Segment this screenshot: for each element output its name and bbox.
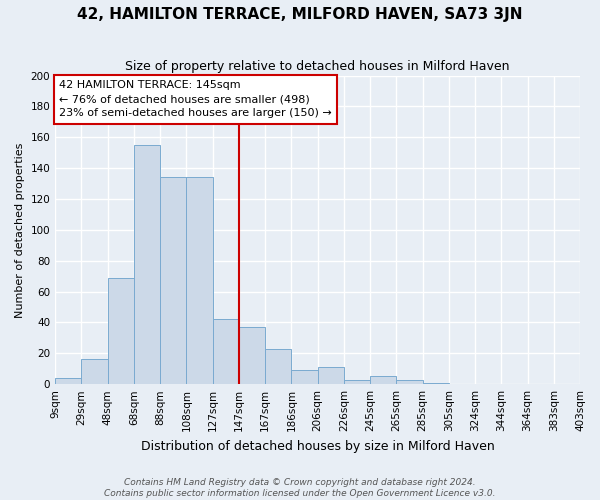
Text: Contains HM Land Registry data © Crown copyright and database right 2024.
Contai: Contains HM Land Registry data © Crown c…: [104, 478, 496, 498]
Bar: [160, 178, 187, 384]
Bar: [422, 382, 449, 384]
Bar: [187, 178, 212, 384]
Bar: [292, 370, 317, 384]
Title: Size of property relative to detached houses in Milford Haven: Size of property relative to detached ho…: [125, 60, 510, 73]
Bar: [212, 320, 239, 384]
Bar: [317, 367, 344, 384]
Bar: [344, 380, 370, 384]
Text: 42 HAMILTON TERRACE: 145sqm
← 76% of detached houses are smaller (498)
23% of se: 42 HAMILTON TERRACE: 145sqm ← 76% of det…: [59, 80, 332, 118]
Text: 42, HAMILTON TERRACE, MILFORD HAVEN, SA73 3JN: 42, HAMILTON TERRACE, MILFORD HAVEN, SA7…: [77, 8, 523, 22]
Bar: [134, 145, 160, 384]
Bar: [55, 378, 82, 384]
Bar: [265, 348, 292, 384]
Bar: [239, 327, 265, 384]
Bar: [82, 360, 107, 384]
Y-axis label: Number of detached properties: Number of detached properties: [15, 142, 25, 318]
X-axis label: Distribution of detached houses by size in Milford Haven: Distribution of detached houses by size …: [141, 440, 494, 452]
Bar: [370, 376, 397, 384]
Bar: [397, 380, 422, 384]
Bar: [107, 278, 134, 384]
